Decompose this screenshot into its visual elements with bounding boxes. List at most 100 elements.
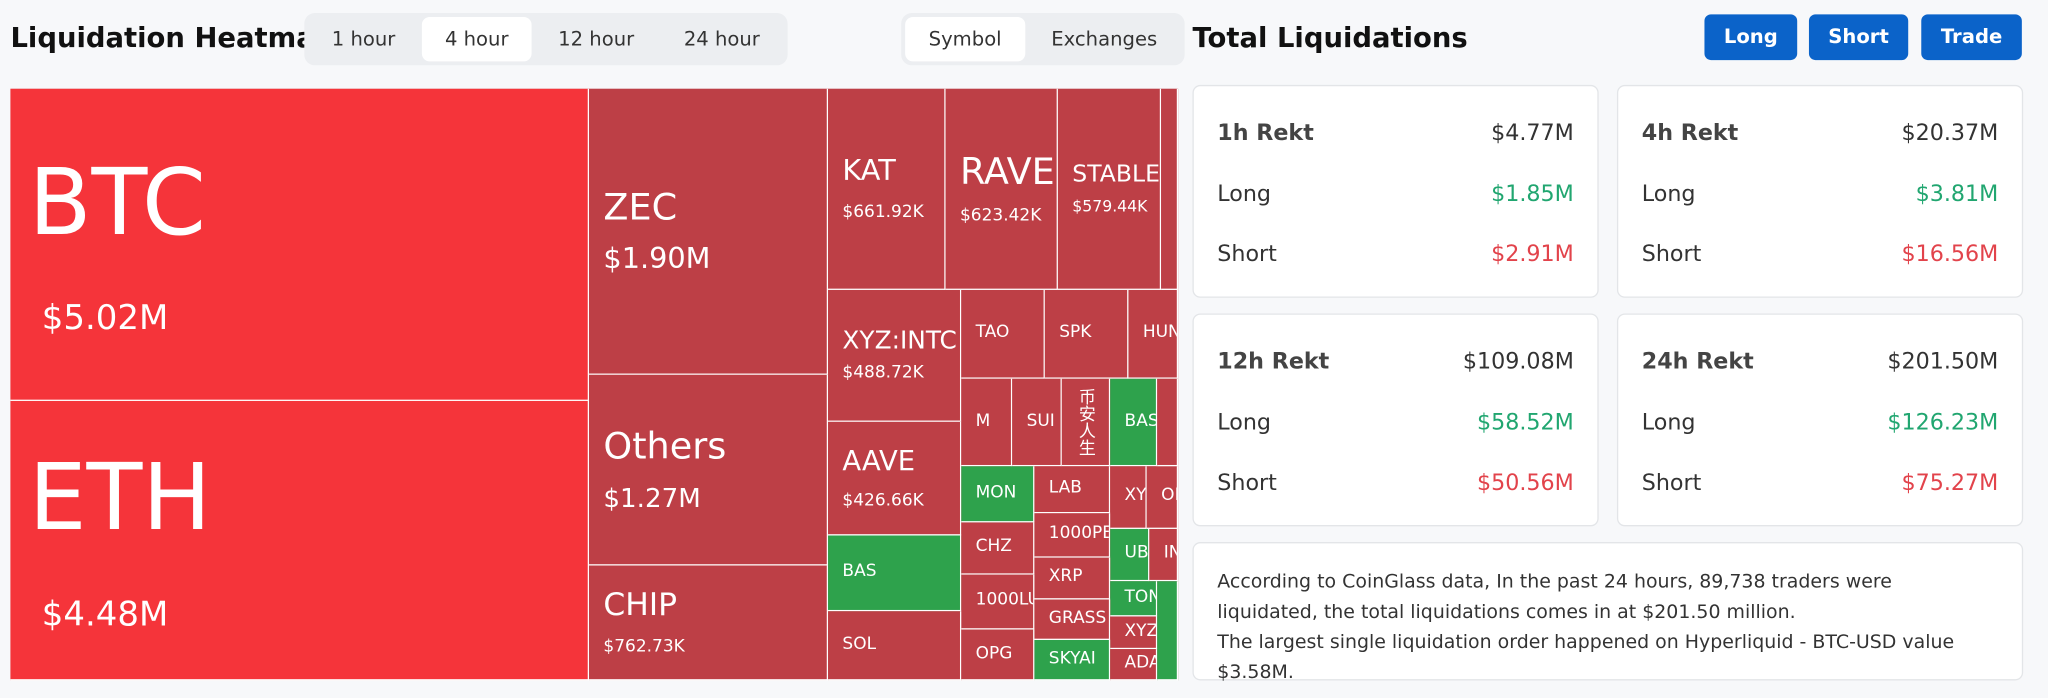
tile-label: GRASS bbox=[1048, 608, 1107, 628]
row-label: 24h Rekt bbox=[1641, 348, 1754, 375]
heatmap-tile[interactable]: TAO bbox=[961, 289, 1045, 379]
tile-label: OI bbox=[1161, 485, 1179, 506]
tile-label: MON bbox=[975, 482, 1017, 503]
row-label: 1h Rekt bbox=[1217, 120, 1314, 147]
tile-label: RAVE bbox=[959, 150, 1055, 194]
tile-label: 1000PE bbox=[1048, 523, 1111, 544]
heatmap-tile[interactable]: CHIP $762.73K bbox=[589, 565, 829, 681]
heatmap-tile[interactable]: AAVE $426.66K bbox=[828, 421, 962, 536]
tile-label: 1000LU bbox=[975, 590, 1035, 610]
action-button[interactable]: Long bbox=[1704, 14, 1798, 61]
tile-label: BTC bbox=[28, 148, 206, 256]
heatmap-tile[interactable]: MON bbox=[961, 466, 1035, 523]
tile-label: CHZ bbox=[975, 536, 1012, 557]
heatmap-tile[interactable]: BTC $5.02M bbox=[10, 88, 590, 401]
note-line: According to CoinGlass data, In the past… bbox=[1217, 572, 1892, 624]
heatmap-tile[interactable]: ADA bbox=[1110, 649, 1158, 681]
row-value: $201.50M bbox=[1887, 348, 1999, 375]
tile-label: Others bbox=[603, 425, 727, 469]
heatmap-tile[interactable]: SKYAI bbox=[1034, 639, 1111, 681]
heatmap-tile[interactable]: BAS bbox=[1110, 378, 1158, 467]
heatmap-tile[interactable]: 1000LU bbox=[961, 574, 1035, 630]
heatmap-tile[interactable]: RAVE $623.42K bbox=[945, 88, 1058, 290]
tile-label: ADA bbox=[1124, 653, 1158, 673]
tile-label: SOL bbox=[842, 634, 877, 654]
time-tab[interactable]: 4 hour bbox=[421, 16, 533, 62]
row-label: 4h Rekt bbox=[1641, 120, 1739, 147]
heatmap-tile[interactable]: XYZ:INTC $488.72K bbox=[828, 289, 962, 422]
heatmap-tile[interactable]: M bbox=[961, 378, 1013, 467]
heatmap-sliver bbox=[1157, 378, 1179, 467]
rekt-card: 12h Rekt $109.08M Long $58.52M Short $50.56M bbox=[1192, 313, 1599, 527]
action-button[interactable]: Short bbox=[1808, 14, 1909, 61]
heatmap-tile[interactable]: LAB bbox=[1034, 466, 1111, 514]
row-label: Long bbox=[1217, 181, 1272, 208]
heatmap-tile[interactable]: GRASS bbox=[1034, 599, 1111, 640]
tile-label: XYZ:INTC bbox=[842, 325, 957, 355]
row-value: $75.27M bbox=[1901, 470, 1999, 497]
heatmap-tile[interactable]: CHZ bbox=[961, 522, 1035, 575]
tile-label: STABLE bbox=[1072, 160, 1160, 189]
view-tab[interactable]: Symbol bbox=[905, 16, 1026, 62]
heatmap-tile[interactable]: IN bbox=[1149, 528, 1179, 582]
tile-label: XRP bbox=[1048, 566, 1083, 587]
heatmap-tile[interactable]: SPK bbox=[1044, 289, 1129, 379]
view-tab[interactable]: Exchanges bbox=[1051, 27, 1158, 51]
card-row: 1h Rekt $4.77M bbox=[1217, 120, 1574, 146]
card-row: Long $58.52M bbox=[1217, 410, 1574, 436]
tile-value: $5.02M bbox=[41, 299, 169, 339]
heatmap-tile[interactable]: OI bbox=[1146, 466, 1179, 529]
heatmap-tile[interactable]: XY bbox=[1110, 466, 1147, 529]
heatmap-tile[interactable]: ZEC $1.90M bbox=[589, 88, 829, 375]
tile-label: UB bbox=[1124, 543, 1149, 563]
heatmap-tile[interactable]: 1000PE bbox=[1034, 513, 1111, 558]
row-label: Short bbox=[1217, 241, 1277, 268]
action-button[interactable]: Trade bbox=[1921, 14, 2022, 61]
tile-label: M bbox=[975, 410, 991, 431]
heatmap-tile[interactable]: STABLE $579.44K bbox=[1057, 88, 1162, 290]
row-label: Long bbox=[1641, 410, 1696, 437]
heatmap-tile[interactable]: XRP bbox=[1034, 557, 1111, 600]
row-label: Long bbox=[1217, 410, 1272, 437]
heatmap-tile[interactable]: SUI bbox=[1012, 378, 1062, 467]
row-value: $3.81M bbox=[1915, 181, 1999, 208]
heatmap-tile[interactable]: SOL bbox=[828, 611, 962, 681]
rekt-card: 1h Rekt $4.77M Long $1.85M Short $2.91M bbox=[1192, 84, 1599, 298]
tile-value: $426.66K bbox=[842, 490, 924, 511]
tile-label: ZEC bbox=[603, 185, 678, 230]
card-row: Long $126.23M bbox=[1642, 410, 1999, 436]
heatmap-tile[interactable]: OPG bbox=[961, 629, 1035, 681]
row-value: $2.91M bbox=[1491, 241, 1574, 268]
note-box: According to CoinGlass data, In the past… bbox=[1192, 542, 2024, 683]
card-row: Short $2.91M bbox=[1217, 242, 1574, 268]
tile-label: XYZ bbox=[1124, 621, 1158, 641]
time-tab[interactable]: 24 hour bbox=[683, 27, 760, 51]
tile-label: AAVE bbox=[842, 445, 916, 478]
heatmap-title: Liquidation Heatmap bbox=[10, 22, 335, 54]
totals-title: Total Liquidations bbox=[1192, 22, 1468, 54]
row-label: Long bbox=[1641, 181, 1696, 208]
treemap: BTC $5.02M ETH $4.48M ZEC $1.90M Others $1.27M C… bbox=[10, 88, 1179, 681]
note-line: The largest single liquidation order hap… bbox=[1217, 632, 1955, 684]
rekt-card: 4h Rekt $20.37M Long $3.81M Short $16.56M bbox=[1616, 84, 2024, 298]
heatmap-tile[interactable]: HUN bbox=[1128, 289, 1179, 379]
row-value: $4.77M bbox=[1491, 120, 1574, 147]
tile-label: SPK bbox=[1059, 322, 1092, 343]
time-tab[interactable]: 12 hour bbox=[558, 27, 635, 51]
row-value: $109.08M bbox=[1462, 348, 1574, 375]
heatmap-tile[interactable]: UB bbox=[1110, 528, 1150, 582]
time-tab[interactable]: 1 hour bbox=[331, 27, 396, 51]
tile-label: CHIP bbox=[603, 586, 678, 624]
heatmap-tile[interactable]: 币安人生 bbox=[1061, 378, 1111, 467]
heatmap-sliver bbox=[1157, 581, 1179, 681]
tile-value: $4.48M bbox=[41, 595, 169, 635]
heatmap-tile[interactable]: ETH $4.48M bbox=[10, 400, 590, 681]
tile-value: $1.90M bbox=[603, 242, 711, 276]
heatmap-tile[interactable]: TON bbox=[1110, 581, 1158, 617]
heatmap-tile[interactable]: Others $1.27M bbox=[589, 374, 829, 566]
heatmap-tile[interactable]: XYZ bbox=[1110, 616, 1158, 650]
heatmap-tile[interactable]: BAS bbox=[828, 535, 962, 612]
heatmap-tile[interactable]: KAT $661.92K bbox=[828, 88, 946, 290]
tile-label: BAS bbox=[1124, 410, 1158, 431]
